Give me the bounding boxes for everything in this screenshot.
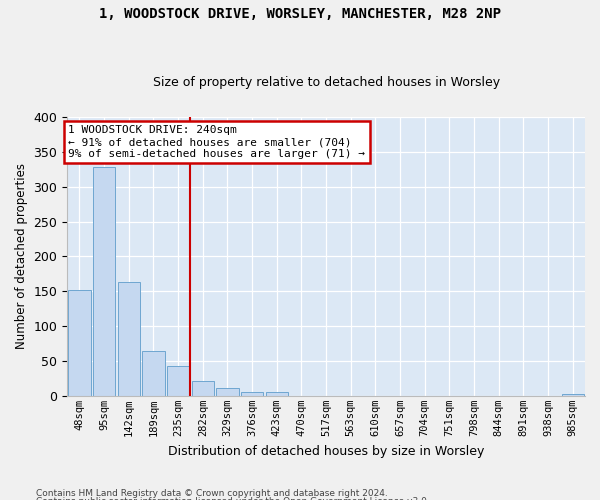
Bar <box>241 392 263 396</box>
Text: Contains public sector information licensed under the Open Government Licence v3: Contains public sector information licen… <box>36 497 430 500</box>
X-axis label: Distribution of detached houses by size in Worsley: Distribution of detached houses by size … <box>168 444 484 458</box>
Bar <box>142 350 164 396</box>
Text: 1 WOODSTOCK DRIVE: 240sqm
← 91% of detached houses are smaller (704)
9% of semi-: 1 WOODSTOCK DRIVE: 240sqm ← 91% of detac… <box>68 126 365 158</box>
Bar <box>217 388 239 396</box>
Title: Size of property relative to detached houses in Worsley: Size of property relative to detached ho… <box>152 76 500 90</box>
Bar <box>191 380 214 396</box>
Bar <box>93 167 115 396</box>
Bar <box>266 392 288 396</box>
Y-axis label: Number of detached properties: Number of detached properties <box>15 164 28 350</box>
Bar <box>68 290 91 396</box>
Bar <box>167 366 189 396</box>
Text: 1, WOODSTOCK DRIVE, WORSLEY, MANCHESTER, M28 2NP: 1, WOODSTOCK DRIVE, WORSLEY, MANCHESTER,… <box>99 8 501 22</box>
Bar <box>118 282 140 396</box>
Bar <box>562 394 584 396</box>
Text: Contains HM Land Registry data © Crown copyright and database right 2024.: Contains HM Land Registry data © Crown c… <box>36 488 388 498</box>
